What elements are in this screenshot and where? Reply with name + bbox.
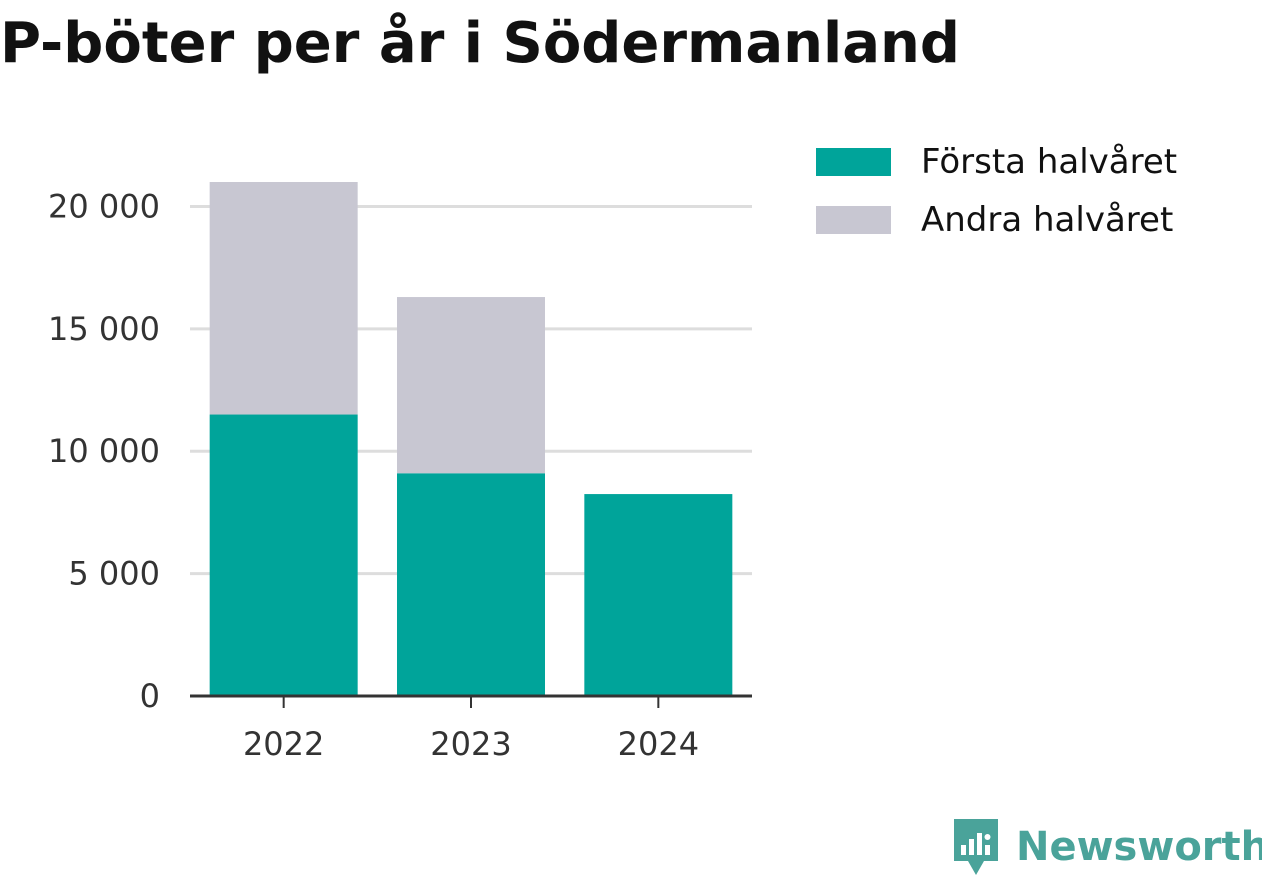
legend-item-first-half: Första halvåret [816,138,1177,186]
bar-2024-first-half [584,494,733,696]
legend-item-second-half: Andra halvåret [816,196,1177,244]
bar-2023-second-half [397,297,545,474]
bar-2022-first-half [209,414,358,696]
x-tick-label: 2023 [430,725,511,763]
x-axis [190,694,752,708]
legend-label-second-half: Andra halvåret [921,200,1174,240]
x-axis-labels: 2022 2023 2024 [243,725,699,763]
x-tick-label: 2024 [618,725,699,763]
legend-swatch-second-half [816,206,891,234]
brand: Newsworthy [950,815,1262,879]
bar-2022-second-half [209,182,358,415]
x-tick-label: 2022 [243,725,324,763]
bar-2023-first-half [397,473,545,696]
bars [209,182,733,696]
legend: Första halvåret Andra halvåret [816,138,1177,254]
y-tick-label: 15 000 [48,310,160,348]
newsworthy-logo-icon [954,819,998,875]
y-tick-label: 10 000 [48,432,160,470]
y-tick-label: 5 000 [68,555,160,593]
y-tick-label: 20 000 [48,187,160,225]
y-axis-labels: 0 5 000 10 000 15 000 20 000 [48,187,160,715]
chart-title: P-böter per år i Södermanland [0,11,960,76]
brand-name: Newsworthy [1016,824,1262,870]
legend-label-first-half: Första halvåret [921,142,1178,182]
legend-swatch-first-half [816,148,891,176]
y-tick-label: 0 [140,677,160,715]
